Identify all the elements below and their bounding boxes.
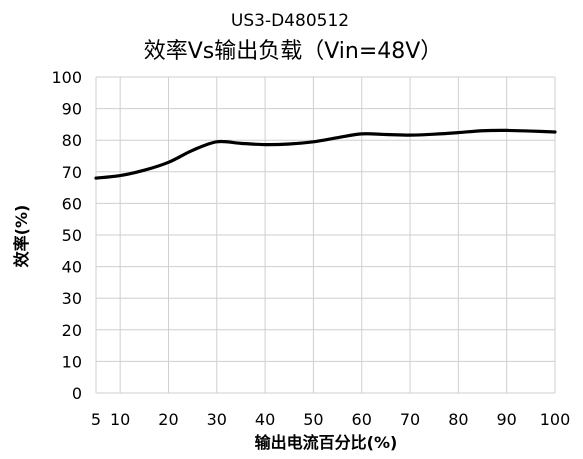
y-tick-label: 90 bbox=[62, 100, 82, 119]
x-tick-label: 60 bbox=[352, 410, 372, 429]
y-tick-label: 40 bbox=[62, 258, 82, 277]
y-tick-label: 80 bbox=[62, 131, 82, 150]
y-tick-label: 20 bbox=[62, 321, 82, 340]
x-tick-label: 70 bbox=[400, 410, 420, 429]
x-tick-label: 20 bbox=[158, 410, 178, 429]
chart-subtitle: US3-D480512 bbox=[231, 11, 349, 31]
x-tick-label: 90 bbox=[497, 410, 517, 429]
y-tick-label: 50 bbox=[62, 226, 82, 245]
x-tick-label: 50 bbox=[303, 410, 323, 429]
y-tick-label: 30 bbox=[62, 289, 82, 308]
efficiency-line bbox=[94, 128, 557, 180]
y-tick-label: 10 bbox=[62, 352, 82, 371]
y-tick-label: 0 bbox=[72, 384, 82, 403]
y-tick-label: 60 bbox=[62, 194, 82, 213]
x-tick-label: 30 bbox=[207, 410, 227, 429]
y-tick-label: 70 bbox=[62, 163, 82, 182]
x-axis-label: 输出电流百分比(%) bbox=[255, 433, 398, 452]
series-layer bbox=[94, 128, 557, 180]
y-axis-label: 效率(%) bbox=[12, 205, 31, 268]
y-tick-label: 100 bbox=[51, 68, 82, 87]
chart-title: 效率Vs输出负载（Vin=48V） bbox=[144, 39, 443, 64]
x-tick-label: 80 bbox=[448, 410, 468, 429]
x-tick-label: 10 bbox=[110, 410, 130, 429]
x-tick-label: 5 bbox=[91, 410, 101, 429]
x-tick-label: 40 bbox=[255, 410, 275, 429]
x-tick-label: 100 bbox=[540, 410, 571, 429]
grid bbox=[95, 76, 556, 394]
tick-labels: 0 10 20 30 40 50 60 70 80 90 100 5 10 20 30 40 50 60 70 80 9… bbox=[51, 68, 570, 429]
